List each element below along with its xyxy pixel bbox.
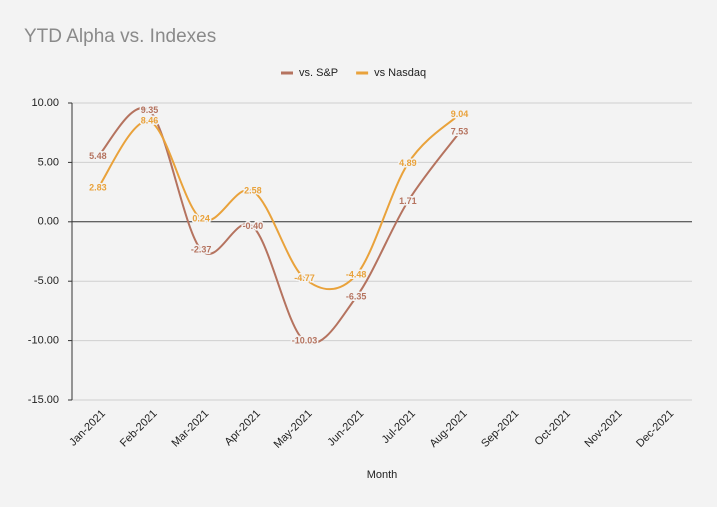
data-label: 7.53 bbox=[451, 127, 469, 137]
x-tick-label: Aug-2021 bbox=[427, 408, 469, 450]
data-label: 1.71 bbox=[399, 196, 417, 206]
chart-title: YTD Alpha vs. Indexes bbox=[24, 26, 216, 47]
y-tick-label: -15.00 bbox=[28, 394, 59, 406]
x-tick-label: Jul-2021 bbox=[380, 408, 418, 446]
x-tick-label: Mar-2021 bbox=[170, 408, 212, 450]
x-tick-label: Feb-2021 bbox=[118, 408, 160, 450]
y-tick-label: -5.00 bbox=[34, 275, 59, 287]
legend-label: vs Nasdaq bbox=[374, 67, 426, 79]
x-tick-label: Jan-2021 bbox=[67, 408, 108, 449]
data-label: 9.35 bbox=[141, 105, 159, 115]
data-label: 2.58 bbox=[244, 186, 262, 196]
x-tick-label: May-2021 bbox=[272, 408, 315, 451]
data-label: 9.04 bbox=[451, 109, 469, 119]
x-tick-label: Sep-2021 bbox=[479, 408, 521, 450]
data-label: 0.24 bbox=[192, 213, 210, 223]
data-label: -6.35 bbox=[346, 292, 367, 302]
y-tick-label: 10.00 bbox=[31, 97, 59, 109]
data-label: 4.89 bbox=[399, 158, 417, 168]
x-tick-label: Oct-2021 bbox=[533, 408, 573, 448]
data-label: 5.48 bbox=[89, 151, 107, 161]
y-tick-label: -10.00 bbox=[28, 335, 59, 347]
x-tick-label: Nov-2021 bbox=[582, 408, 624, 450]
series-line bbox=[97, 113, 461, 291]
data-label: -4.48 bbox=[346, 269, 367, 279]
x-tick-label: Dec-2021 bbox=[634, 408, 676, 450]
data-label: -0.40 bbox=[243, 221, 264, 231]
data-label: -10.03 bbox=[292, 335, 318, 345]
data-label: -4.77 bbox=[294, 273, 315, 283]
x-tick-label: Jun-2021 bbox=[325, 408, 366, 449]
data-label: 8.46 bbox=[141, 116, 159, 126]
data-label: -2.37 bbox=[191, 244, 212, 254]
x-tick-label: Apr-2021 bbox=[223, 408, 263, 448]
x-axis-title: Month bbox=[367, 469, 398, 481]
y-tick-label: 0.00 bbox=[38, 216, 59, 228]
y-tick-label: 5.00 bbox=[38, 156, 59, 168]
series-line bbox=[97, 107, 461, 345]
data-label: 2.83 bbox=[89, 183, 107, 193]
legend-label: vs. S&P bbox=[299, 67, 338, 79]
